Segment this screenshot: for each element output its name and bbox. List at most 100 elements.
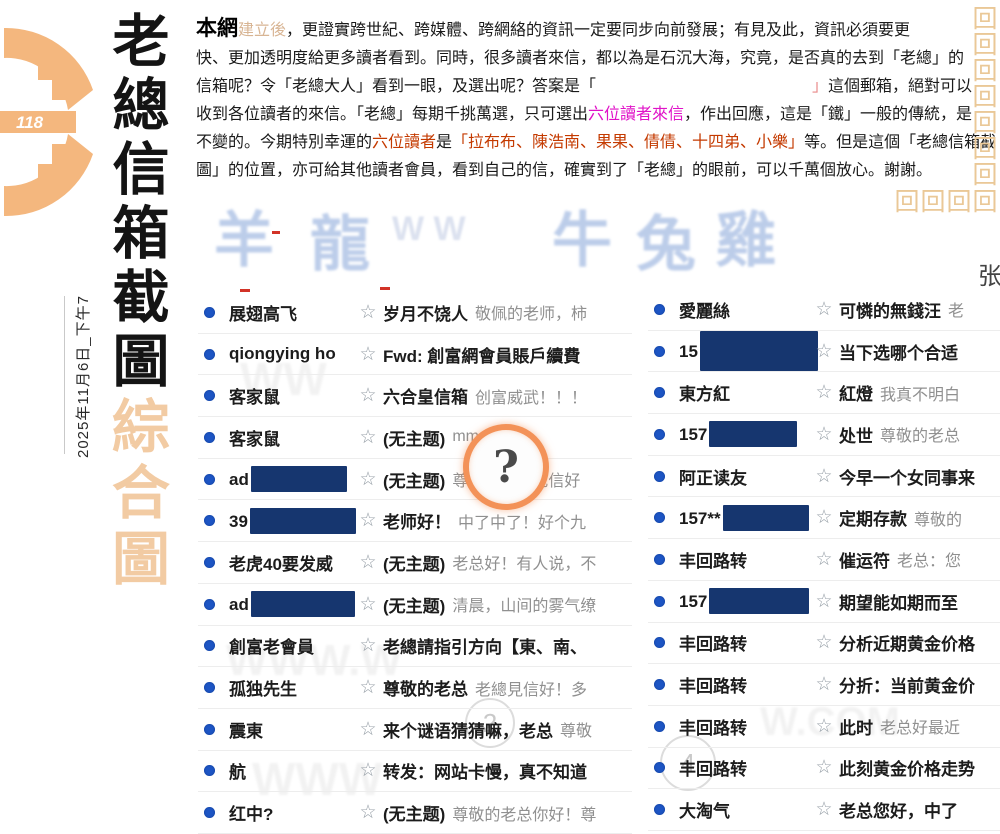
- mail-row[interactable]: 展翅高飞 ☆ 岁月不饶人 敬佩的老师，柿: [198, 292, 632, 334]
- faint-watermark: W.COM: [760, 700, 900, 744]
- mail-sender: ad: [229, 591, 355, 618]
- redaction-box: [709, 588, 810, 615]
- star-icon[interactable]: ☆: [359, 593, 377, 615]
- mail-subject: 期望能如期而至: [839, 593, 958, 613]
- greek-key-cell: 回: [972, 134, 998, 163]
- mail-row[interactable]: 157 ☆ 处世 尊敬的老总: [648, 414, 1000, 456]
- mail-preview: 尊敬的老总: [880, 428, 961, 446]
- mail-row[interactable]: ad ☆ (无主题) 清晨，山间的雾气缭: [198, 584, 632, 626]
- intro-line: 本網建立後，更證實跨世紀、跨媒體、跨網絡的資訊一定要同步向前發展；有見及此，資訊…: [196, 14, 972, 44]
- mail-row[interactable]: 红中? ☆ (无主题) 尊敬的老总你好！尊: [198, 792, 632, 834]
- mail-row[interactable]: 15 ☆ 当下选哪个合适: [648, 331, 1000, 373]
- mail-subject: 当下选哪个合适: [839, 343, 958, 363]
- star-icon[interactable]: ☆: [359, 301, 377, 323]
- unread-dot-icon: [654, 804, 665, 816]
- star-icon[interactable]: ☆: [815, 548, 833, 570]
- star-icon[interactable]: ☆: [359, 343, 377, 365]
- partial-character: 张: [978, 262, 1000, 290]
- divider: [64, 296, 65, 454]
- star-icon[interactable]: ☆: [359, 677, 377, 699]
- star-icon[interactable]: ☆: [815, 298, 833, 320]
- mail-subject: 此时: [839, 718, 873, 738]
- star-icon[interactable]: ☆: [815, 340, 833, 362]
- unread-dot-icon: [654, 512, 665, 524]
- mail-row[interactable]: 157 ☆ 期望能如期而至: [648, 581, 1000, 623]
- mail-subject: 今早一个女同事来: [839, 468, 975, 488]
- mail-row[interactable]: 丰回路转 ☆ 分析近期黄金价格: [648, 623, 1000, 665]
- mail-row[interactable]: 震東 ☆ 来个谜语猜猜嘛，老总 尊敬: [198, 709, 632, 751]
- star-icon[interactable]: ☆: [359, 802, 377, 824]
- intro-line: 收到各位讀者的來信。「老總」每期千挑萬選，只可選出六位讀者來信，作出回應，這是「…: [196, 100, 972, 128]
- intro-text: 六位讀者來信: [588, 104, 685, 123]
- mail-row[interactable]: 客家鼠 ☆ 六合皇信箱 创富威武！！！: [198, 375, 632, 418]
- unread-dot-icon: [204, 473, 215, 485]
- intro-text: 這個郵箱，絕對可以: [827, 76, 972, 95]
- mail-sender: 39: [229, 507, 356, 534]
- mail-sender-prefix: 157: [679, 425, 708, 445]
- star-icon[interactable]: ☆: [815, 674, 833, 696]
- mail-row[interactable]: 157** ☆ 定期存款 尊敬的: [648, 497, 1000, 540]
- mail-subject: 定期存款: [839, 510, 907, 530]
- mail-row[interactable]: ad☆(无主题)尊敬的吕总见信好: [198, 459, 632, 501]
- mail-row[interactable]: 大淘气 ☆ 老总您好，中了: [648, 789, 1000, 831]
- mail-preview: 老总好！有人说，不: [452, 556, 597, 574]
- mail-sender: 红中?: [229, 805, 274, 825]
- mail-row[interactable]: 老虎40要发威 ☆ (无主题) 老总好！有人说，不: [198, 542, 632, 584]
- star-icon[interactable]: ☆: [815, 799, 833, 821]
- star-icon[interactable]: ☆: [815, 382, 833, 404]
- mail-subject: 尊敬的老总: [383, 680, 468, 700]
- mail-sender: 157**: [679, 504, 809, 531]
- mail-row[interactable]: 丰回路转 ☆ 此时 老总好最近: [648, 706, 1000, 748]
- star-icon[interactable]: ☆: [359, 385, 377, 407]
- mail-row[interactable]: 阿正读友 ☆ 今早一个女同事来: [648, 456, 1000, 498]
- mail-list-left: 展翅高飞 ☆ 岁月不饶人 敬佩的老师，柿 qiongying ho ☆ Fwd: 創富網會員…: [198, 292, 632, 834]
- question-mark-glyph: ?: [493, 441, 519, 493]
- unread-dot-icon: [654, 762, 665, 774]
- mail-row[interactable]: 丰回路转 ☆ 此刻黄金价格走势: [648, 748, 1000, 790]
- title-char: 老: [112, 8, 170, 75]
- mail-row[interactable]: 愛麗絲 ☆ 可憐的無錢汪老: [648, 289, 1000, 331]
- star-icon[interactable]: ☆: [815, 590, 833, 612]
- greek-key-cell: 回: [972, 56, 998, 85]
- mail-row[interactable]: 航 ☆ 转发：网站卡慢，真不知道: [198, 751, 632, 793]
- star-icon[interactable]: ☆: [815, 632, 833, 654]
- red-dash: [272, 231, 280, 234]
- greek-key-cell: 回: [972, 30, 998, 59]
- mail-row[interactable]: 客家鼠 ☆ (无主题) mmm: [198, 417, 632, 459]
- star-icon[interactable]: ☆: [359, 760, 377, 782]
- mail-row[interactable]: 39 ☆ 老师好！ 中了中了！好个九: [198, 500, 632, 543]
- star-icon[interactable]: ☆: [359, 551, 377, 573]
- logo-118-icon: 118: [0, 27, 93, 217]
- mail-row[interactable]: qiongying ho ☆ Fwd: 創富網會員賬戶續費: [198, 334, 632, 376]
- star-icon[interactable]: ☆: [815, 507, 833, 529]
- star-icon[interactable]: ☆: [815, 423, 833, 445]
- red-dash: [380, 287, 390, 290]
- mail-sender: 愛麗絲: [679, 301, 730, 321]
- mail-row[interactable]: 創富老會員 ☆ 老總請指引方向【東、南、: [198, 626, 632, 668]
- mail-row[interactable]: 丰回路转 ☆ 催运符 老总：您: [648, 539, 1000, 581]
- star-icon[interactable]: ☆: [815, 715, 833, 737]
- mail-row[interactable]: 丰回路转 ☆ 分折：当前黄金价: [648, 664, 1000, 706]
- star-icon[interactable]: ☆: [359, 510, 377, 532]
- star-icon[interactable]: ☆: [815, 757, 833, 779]
- intro-text: 快、更加透明度給更多讀者看到。同時，很多讀者來信，都以為是石沉大海，究竟，是否真…: [196, 48, 965, 67]
- faint-watermark: WWW: [252, 753, 383, 805]
- intro-text: 圖」的位置，亦可給其他讀者會員，看到自己的信，確實到了「老總」的眼前，可以千萬個…: [196, 160, 933, 179]
- intro-line: 不變的。今期特別幸運的六位讀者是「拉布布、陳浩南、果果、倩倩、十四弟、小樂」等。…: [196, 128, 996, 156]
- zodiac-watermark: 兔: [636, 210, 696, 280]
- star-icon[interactable]: ☆: [815, 465, 833, 487]
- intro-text: ，更證實跨世紀、跨媒體、跨網絡的資訊一定要同步向前發展；有見及此，資訊必須要更: [286, 20, 911, 39]
- star-icon[interactable]: ☆: [359, 718, 377, 740]
- mail-sender: qiongying ho: [229, 344, 336, 364]
- mail-row[interactable]: 東方紅 ☆ 紅燈 我真不明白: [648, 372, 1000, 415]
- mail-sender: 丰回路转: [679, 718, 747, 738]
- star-icon[interactable]: ☆: [359, 426, 377, 448]
- mail-subject: 可憐的無錢汪: [839, 301, 941, 321]
- mail-row[interactable]: 孤独先生 ☆ 尊敬的老总 老總見信好！多: [198, 667, 632, 709]
- mail-sender: 丰回路转: [679, 635, 747, 655]
- unread-dot-icon: [204, 556, 215, 568]
- star-icon[interactable]: ☆: [359, 468, 377, 490]
- zodiac-watermark: 羊: [214, 206, 274, 276]
- mail-preview: 中了中了！好个九: [458, 514, 587, 532]
- star-icon[interactable]: ☆: [359, 635, 377, 657]
